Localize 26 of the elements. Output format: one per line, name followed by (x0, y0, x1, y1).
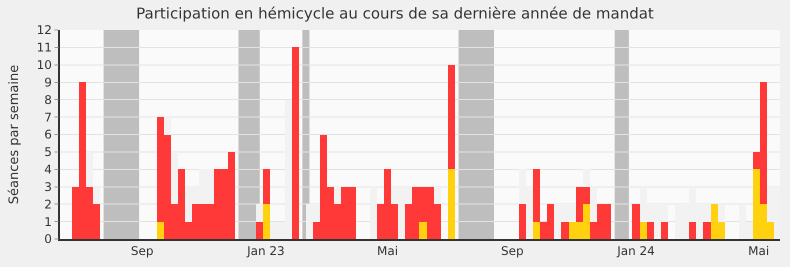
x-tick-label: Mai (748, 244, 770, 258)
bar (256, 222, 263, 239)
y-tick-label: 2 (44, 197, 52, 212)
y-tick-label: 4 (44, 162, 52, 177)
y-tick-label: 9 (44, 75, 52, 90)
x-tick-label: Jan 24 (616, 244, 655, 258)
chart-title: Participation en hémicycle au cours de sa dernière année de mandat (136, 4, 654, 23)
x-tick-label: Sep (130, 244, 154, 258)
x-tick-label: Jan 23 (246, 244, 285, 258)
x-tick-label: Sep (500, 244, 524, 258)
y-axis-title: Séances par semaine (7, 64, 22, 204)
y-tick-label: 7 (44, 110, 52, 124)
y-tick-label: 1 (44, 214, 52, 229)
bar (157, 222, 164, 239)
y-tick-label: 5 (44, 145, 52, 160)
bar (419, 222, 427, 239)
y-tick-label: 8 (44, 92, 52, 107)
y-tick-label: 10 (36, 58, 52, 72)
y-tick-label: 0 (44, 232, 52, 246)
bar (263, 204, 270, 239)
bar (448, 169, 455, 239)
x-tick-label: Mai (377, 244, 398, 258)
y-tick-label: 12 (36, 23, 52, 38)
y-tick-label: 6 (44, 128, 52, 142)
y-tick-label: 3 (44, 180, 52, 194)
y-tick-label: 11 (36, 40, 52, 55)
